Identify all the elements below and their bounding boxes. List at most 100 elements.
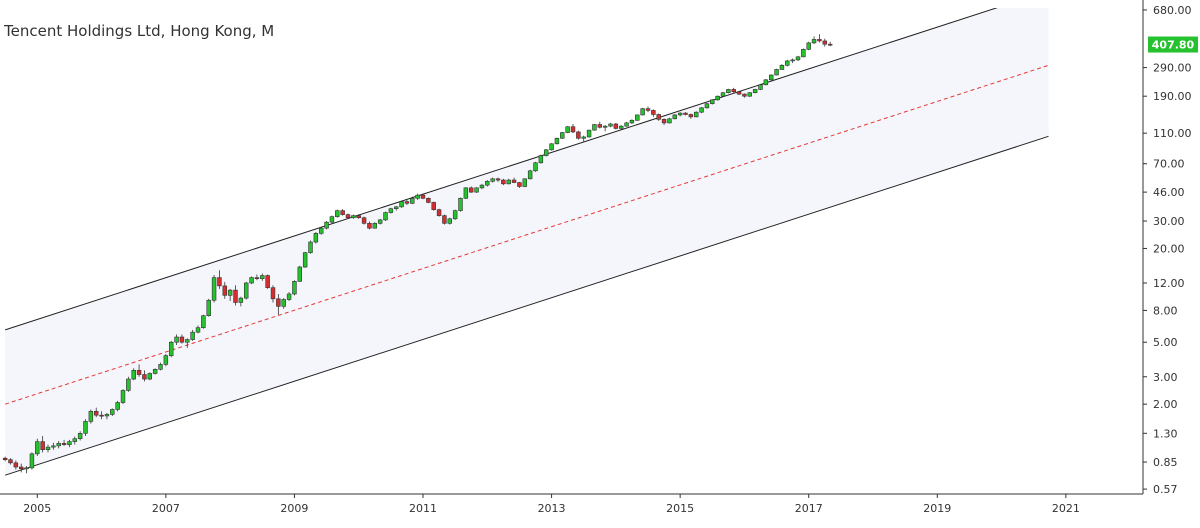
candle-body	[61, 443, 67, 445]
candle	[2, 456, 8, 462]
candle	[822, 38, 828, 47]
candle	[126, 376, 131, 392]
candle-body	[565, 126, 570, 133]
candle-body	[276, 298, 281, 307]
candle	[747, 92, 753, 97]
candle	[758, 83, 763, 91]
candle	[276, 293, 281, 315]
candle-body	[801, 49, 806, 58]
candle-body	[93, 411, 99, 416]
candle-body	[747, 92, 753, 97]
y-tick-label: 290.00	[1153, 62, 1192, 75]
candle-body	[758, 84, 763, 90]
candle	[351, 214, 356, 219]
candle-body	[120, 390, 126, 403]
candle	[597, 121, 603, 129]
candle	[67, 439, 72, 448]
axes-layer: 680.00 290.00 190.00 110.00 70.00 46.00 30.00 2…	[0, 0, 1198, 515]
candle	[254, 274, 260, 281]
candle-body	[426, 197, 431, 203]
candle	[72, 436, 78, 445]
candle	[399, 200, 404, 208]
candle	[270, 285, 276, 303]
candle-body	[35, 441, 40, 455]
candle-body	[602, 125, 608, 128]
candle-body	[45, 446, 51, 451]
candle-body	[238, 297, 244, 303]
candle-body	[672, 114, 678, 120]
candle-body	[126, 378, 131, 391]
candle-body	[40, 441, 45, 451]
candle-body	[99, 414, 104, 417]
candle	[795, 55, 801, 61]
candle	[661, 118, 667, 126]
candle-body	[645, 108, 651, 111]
candle	[495, 177, 501, 182]
candle-body	[361, 217, 367, 224]
candle-body	[554, 137, 560, 145]
y-tick-label: 0.57	[1153, 483, 1178, 496]
candle-body	[468, 187, 474, 193]
y-tick-label: 30.00	[1153, 215, 1185, 228]
candle	[302, 251, 308, 268]
x-tick-label: 2013	[538, 502, 566, 515]
candle	[45, 444, 51, 453]
candle-body	[538, 155, 544, 164]
candle-body	[308, 241, 313, 253]
candle	[185, 338, 190, 348]
candle-body	[463, 187, 469, 199]
candle	[688, 113, 694, 119]
candle	[260, 273, 265, 281]
candle	[265, 274, 270, 289]
candle-body	[527, 170, 533, 180]
candle	[629, 119, 635, 124]
candle-body	[24, 467, 29, 470]
y-tick-label: 190.00	[1153, 90, 1192, 103]
candle-body	[811, 39, 817, 44]
candle-body	[506, 179, 511, 185]
candle-body	[56, 443, 61, 447]
channel-lower-line	[4, 135, 1049, 476]
candle-body	[158, 364, 163, 370]
candle-body	[752, 89, 758, 94]
candle	[51, 442, 56, 450]
x-tick-label: 2007	[152, 502, 180, 515]
candle	[560, 131, 565, 139]
candle-body	[286, 293, 292, 300]
candle-body	[356, 215, 361, 219]
candle	[356, 214, 361, 219]
candle-body	[592, 124, 597, 131]
channel-median-line	[4, 64, 1049, 405]
candle-body	[404, 201, 410, 204]
y-tick-label: 12.00	[1153, 277, 1185, 290]
candle-body	[227, 289, 233, 296]
candle-body	[442, 215, 447, 224]
candle-body	[351, 215, 356, 219]
candle-body	[543, 149, 549, 156]
candle-body	[8, 459, 13, 464]
candle	[329, 215, 335, 224]
candle-body	[249, 277, 254, 284]
candle	[292, 280, 297, 296]
candle	[699, 106, 704, 114]
candle	[383, 211, 388, 222]
candle-body	[522, 178, 528, 187]
candle-body	[367, 223, 372, 229]
candle-body	[206, 299, 211, 316]
candle	[131, 368, 136, 381]
candle	[683, 112, 688, 116]
candle-body	[768, 74, 774, 81]
candle	[458, 197, 463, 212]
candle	[99, 411, 104, 420]
candle-body	[270, 287, 276, 300]
candle	[613, 122, 619, 130]
candle-body	[656, 114, 661, 120]
candle	[790, 58, 795, 64]
candle-body	[736, 91, 742, 95]
candle	[286, 292, 292, 301]
candle-body	[142, 374, 147, 380]
chart-title: Tencent Holdings Ltd, Hong Kong, M	[4, 22, 275, 40]
candle	[651, 109, 656, 117]
candle	[817, 34, 822, 43]
